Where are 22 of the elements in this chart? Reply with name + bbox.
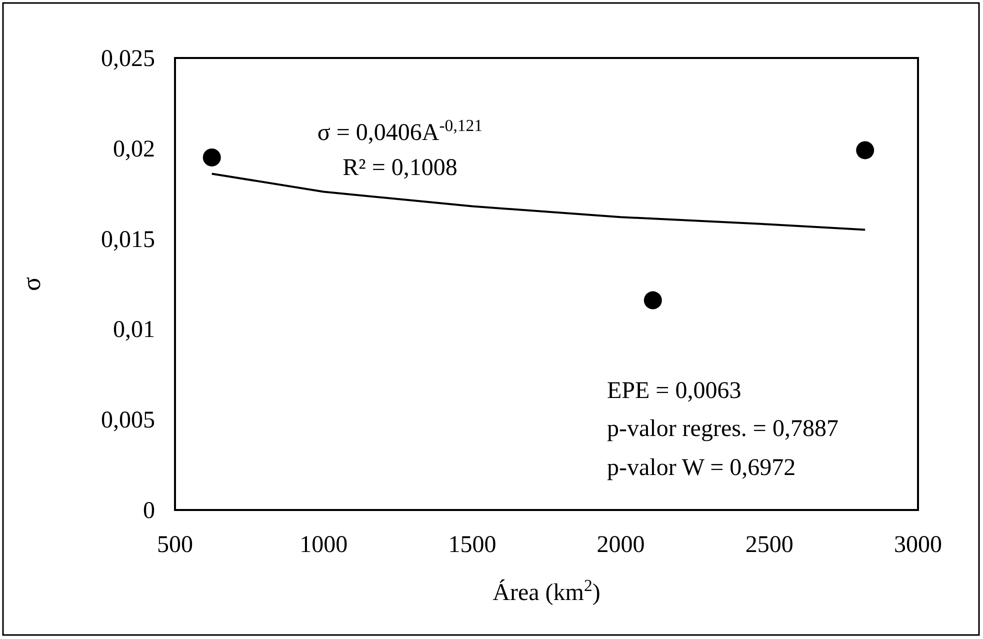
point bbox=[202, 148, 221, 166]
x-tick-label: 2500 bbox=[745, 532, 794, 558]
y-axis-title: σ bbox=[17, 276, 46, 292]
annotation: σ = 0,0406A$^{-0,121}$ bbox=[317, 116, 483, 146]
y-tick-label: 0,025 bbox=[101, 46, 155, 72]
annotation: p-valor regres. = 0,7887 bbox=[607, 416, 838, 442]
y-tick-label: 0,015 bbox=[101, 226, 155, 253]
x-tick-label: 1000 bbox=[300, 532, 348, 558]
annotation: p-valor W = 0,6972 bbox=[607, 455, 796, 481]
point bbox=[644, 291, 662, 310]
x-axis-title: Área (km$^{2}$) bbox=[492, 576, 600, 606]
x-tick-label: 1500 bbox=[448, 532, 496, 558]
annotation: EPE = 0,0063 bbox=[607, 378, 742, 404]
x-tick-label: 500 bbox=[157, 532, 193, 558]
y-tick-label: 0 bbox=[143, 498, 155, 524]
x-tick-label: 2000 bbox=[596, 532, 645, 558]
y-tick-label: 0,005 bbox=[101, 408, 155, 434]
annotation: R² = 0,1008 bbox=[342, 155, 458, 181]
y-tick-label: 0,02 bbox=[113, 136, 155, 162]
y-tick-label: 0,01 bbox=[113, 317, 155, 344]
point bbox=[856, 141, 874, 160]
x-tick-label: 3000 bbox=[894, 532, 942, 558]
